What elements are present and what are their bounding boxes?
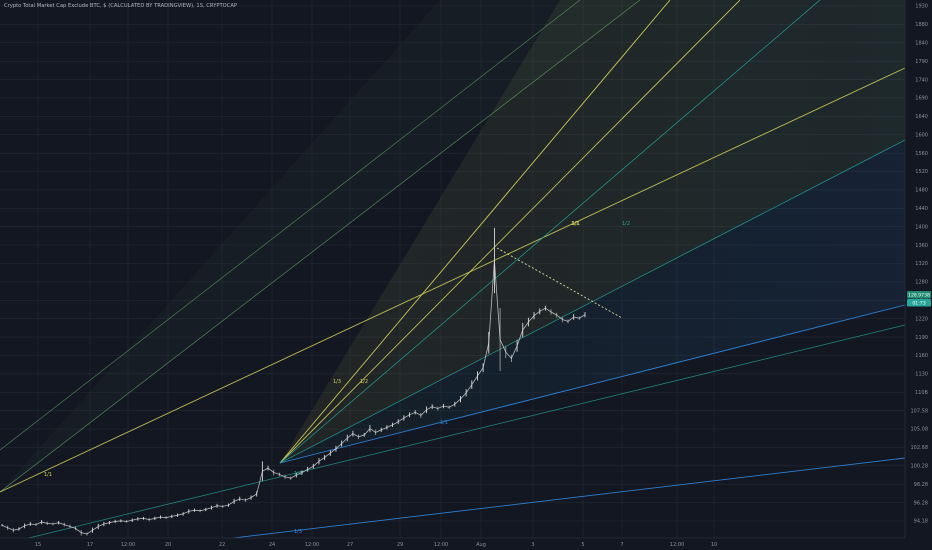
fan-line-left-1-1 [0, 67, 906, 493]
x-tick-label: 15 [35, 542, 41, 548]
x-tick-label: 12:00 [305, 542, 319, 548]
y-tick-label: 1320 [915, 261, 928, 267]
x-tick-label: 10 [711, 542, 717, 548]
fan-labels: 1/3 1/21/1 1/21/31/11/11/31/1 [44, 221, 630, 535]
y-tick-label: 1360 [915, 243, 928, 249]
fan-line-1-2 [279, 0, 741, 464]
y-tick-label: 1130 [915, 372, 928, 378]
y-tick-label: 1160 [915, 353, 928, 359]
x-tick-label: 29 [397, 542, 403, 548]
price-badge-label: 128.9738 [908, 293, 930, 299]
y-tick-label: 100.28 [911, 464, 929, 470]
fan-label: 1/1 [440, 420, 448, 426]
fan-label: 1/1 [44, 472, 52, 478]
price-badge [907, 299, 931, 307]
fan-label: 1/2 [622, 221, 630, 227]
y-tick-label: 105.08 [911, 427, 929, 433]
x-tick-label: 12:00 [434, 542, 448, 548]
price-badges: 128.9738 01:73 [907, 291, 931, 307]
x-tick-label: 22 [219, 542, 225, 548]
y-tick-label: 107.58 [911, 408, 929, 414]
x-tick-label: 7 [620, 542, 623, 548]
fan-line-teal-base [0, 324, 906, 546]
y-tick-label: 1840 [915, 40, 928, 46]
fan-label: 1/3 [294, 529, 302, 535]
y-tick-label: 1280 [915, 280, 928, 286]
fan-label: 1/3 [294, 471, 302, 477]
fan-label: 1/1 [572, 221, 580, 227]
gann-fan-lines [0, 0, 906, 546]
chart-title: Crypto Total Market Cap Exclude BTC, $ (… [4, 3, 238, 9]
y-tick-label: 1740 [915, 77, 928, 83]
x-tick-label: 27 [347, 542, 353, 548]
x-tick-label: 24 [269, 542, 275, 548]
price-line [1, 260, 586, 535]
fan-line-1-1-teal [279, 0, 821, 464]
y-tick-label: 1560 [915, 151, 928, 157]
y-tick-label: 1690 [915, 96, 928, 102]
y-tick-label: 1600 [915, 132, 928, 138]
x-tick-label: 20 [165, 542, 171, 548]
y-tick-label: 98.28 [914, 482, 928, 488]
y-tick-label: 96.28 [914, 500, 928, 506]
x-tick-label: 17 [87, 542, 93, 548]
fan-line-blue-upper [279, 304, 906, 464]
fan-line-1-3 [279, 0, 671, 464]
y-tick-label: 1400 [915, 224, 928, 230]
y-tick-label: 1640 [915, 114, 928, 120]
y-tick-label: 1520 [915, 169, 928, 175]
price-badge [907, 291, 931, 299]
time-axis[interactable]: 15 17 12:00 20 22 24 12:00 27 29 12:00 Aug 3 5 7 12:00… [0, 537, 932, 550]
x-tick-label: 12:00 [121, 542, 135, 548]
y-tick-label: 110B [915, 390, 929, 396]
x-tick-label: 12:00 [670, 542, 684, 548]
y-tick-label: 1220 [915, 316, 928, 322]
price-badge-label: 01:73 [912, 301, 925, 307]
fan-label: 1/1 [571, 221, 579, 227]
fan-label: 1/3 [333, 379, 341, 385]
y-tick-label: 1880 [915, 22, 928, 28]
y-tick-label: 102.68 [911, 445, 929, 451]
x-tick-label: 3 [531, 542, 534, 548]
x-tick-label: 5 [581, 542, 584, 548]
fan-fill-upper [280, 0, 905, 463]
fan-line-left-outer [0, 0, 581, 451]
y-tick-label: 94.18 [914, 519, 928, 525]
y-tick-label: 1790 [915, 59, 928, 65]
price-series [1, 227, 586, 536]
y-tick-label: 1930 [915, 4, 928, 10]
x-tick-label: Aug [476, 542, 486, 548]
fan-line-blue-lower [199, 457, 906, 543]
fan-label: 1/2 [360, 379, 368, 385]
y-tick-label: 1190 [915, 335, 928, 341]
fan-line-left-1-3 [0, 0, 641, 493]
price-axis[interactable]: 94.18 96.28 98.28 100.28 102.68 105.08 107.58 1… [904, 0, 932, 538]
y-tick-label: 1440 [915, 206, 928, 212]
y-tick-label: 1480 [915, 188, 928, 194]
